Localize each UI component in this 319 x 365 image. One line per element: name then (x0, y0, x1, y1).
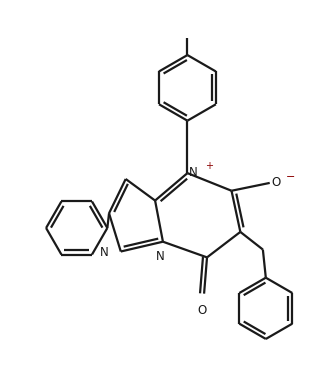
Text: N: N (189, 166, 198, 179)
Text: N: N (100, 246, 109, 259)
Text: N: N (156, 250, 165, 264)
Text: −: − (286, 172, 295, 182)
Text: O: O (197, 304, 207, 316)
Text: O: O (271, 176, 280, 189)
Text: +: + (204, 161, 213, 171)
